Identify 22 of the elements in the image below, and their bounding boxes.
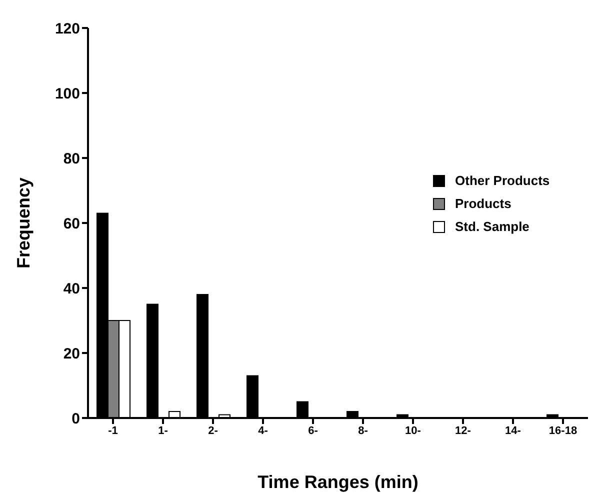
x-tick-label: 6-: [308, 424, 318, 437]
x-tick-label: 1-: [158, 424, 168, 437]
y-tick-label: 60: [63, 215, 80, 232]
x-tick-label: 12-: [455, 424, 472, 437]
y-tick-label: 40: [63, 280, 80, 298]
y-tick-label: 20: [63, 345, 80, 362]
legend-label: Std. Sample: [455, 219, 530, 234]
x-tick-label: 14-: [505, 424, 522, 437]
x-tick-label: 4-: [258, 424, 268, 437]
y-axis-title: Frequency: [13, 177, 34, 269]
y-tick-label: 120: [54, 20, 80, 38]
x-tick-label: 10-: [405, 424, 422, 437]
y-tick-label: 0: [72, 410, 80, 428]
x-axis-title: Time Ranges (min): [258, 472, 418, 492]
legend-label: Other Products: [455, 173, 550, 188]
legend-label: Products: [455, 196, 512, 211]
y-tick-label: 100: [54, 85, 80, 102]
x-tick-label: -1: [108, 424, 118, 437]
x-tick-label: 8-: [358, 424, 368, 437]
x-tick-label: 2-: [208, 424, 218, 437]
x-tick-label: 16-18: [548, 424, 578, 437]
y-tick-label: 80: [63, 150, 80, 168]
